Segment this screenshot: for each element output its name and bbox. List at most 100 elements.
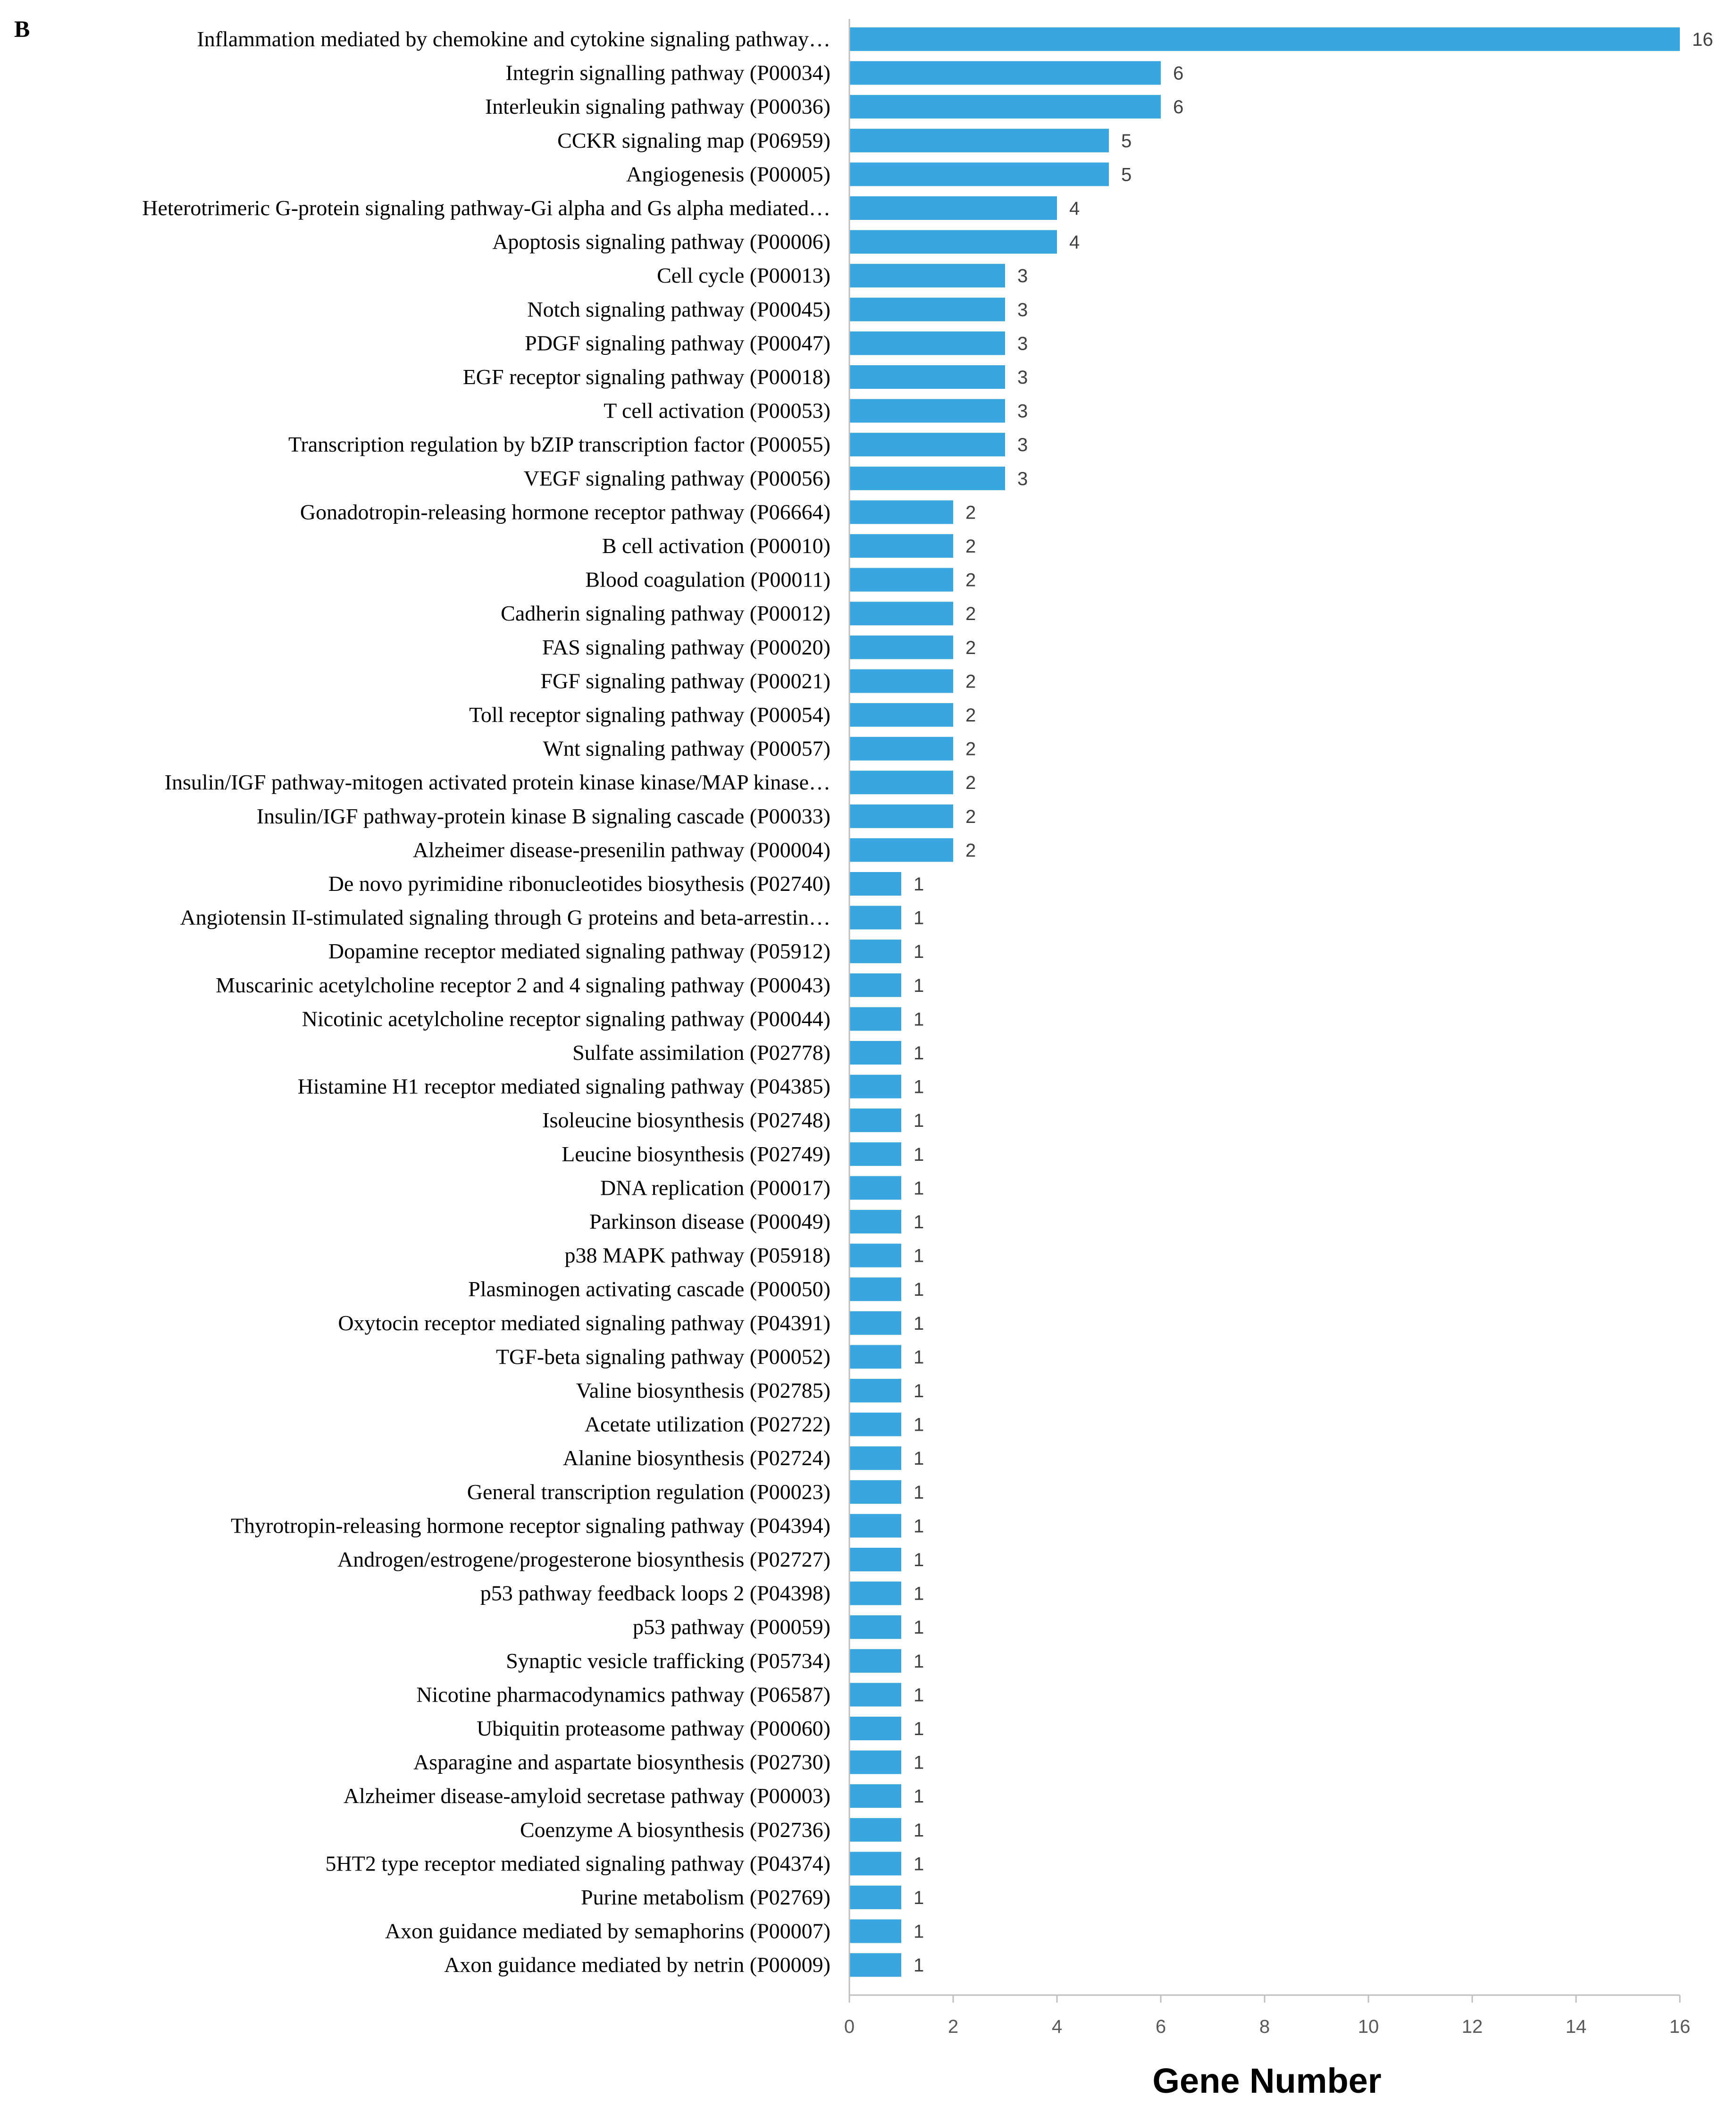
category-label: Muscarinic acetylcholine receptor 2 and … bbox=[216, 973, 830, 997]
category-label: Inflammation mediated by chemokine and c… bbox=[197, 27, 830, 51]
category-label: Interleukin signaling pathway (P00036) bbox=[485, 94, 830, 118]
category-label: Notch signaling pathway (P00045) bbox=[527, 297, 830, 321]
bar bbox=[849, 1919, 901, 1943]
category-label: 5HT2 type receptor mediated signaling pa… bbox=[326, 1851, 831, 1875]
value-label: 2 bbox=[965, 638, 976, 658]
value-label: 3 bbox=[1017, 469, 1028, 489]
category-label: DNA replication (P00017) bbox=[600, 1175, 830, 1200]
value-label: 1 bbox=[914, 1719, 924, 1739]
value-label: 3 bbox=[1017, 333, 1028, 354]
value-label: 1 bbox=[914, 1753, 924, 1773]
bar bbox=[849, 1108, 901, 1132]
bar bbox=[849, 1412, 901, 1436]
axes-group: 0 2 4 6 8 10 12 14 16 bbox=[844, 19, 1690, 2037]
value-label: 1 bbox=[914, 1786, 924, 1807]
bar bbox=[849, 568, 953, 592]
bar bbox=[849, 703, 953, 727]
category-label: Asparagine and aspartate biosynthesis (P… bbox=[413, 1750, 830, 1774]
category-label: Parkinson disease (P00049) bbox=[589, 1209, 830, 1233]
value-label: 5 bbox=[1121, 131, 1132, 151]
value-label: 2 bbox=[965, 536, 976, 557]
value-label: 1 bbox=[914, 1820, 924, 1841]
category-label: Blood coagulation (P00011) bbox=[585, 568, 830, 592]
category-label: Alzheimer disease-amyloid secretase path… bbox=[344, 1784, 830, 1808]
value-label: 2 bbox=[965, 840, 976, 861]
bar bbox=[849, 1514, 901, 1538]
bar bbox=[849, 1480, 901, 1504]
bar bbox=[849, 95, 1161, 119]
category-label: General transcription regulation (P00023… bbox=[467, 1480, 830, 1504]
category-label: Alanine biosynthesis (P02724) bbox=[563, 1446, 830, 1470]
bar bbox=[849, 1615, 901, 1639]
panel-label: B bbox=[14, 16, 30, 42]
value-label: 1 bbox=[914, 1009, 924, 1030]
value-label: 1 bbox=[914, 874, 924, 895]
category-label: Cell cycle (P00013) bbox=[657, 263, 830, 287]
category-label: Nicotine pharmacodynamics pathway (P0658… bbox=[416, 1682, 830, 1706]
category-label: Nicotinic acetylcholine receptor signali… bbox=[302, 1007, 830, 1031]
bar bbox=[849, 1345, 901, 1369]
value-label: 4 bbox=[1069, 198, 1080, 219]
category-label: Gonadotropin-releasing hormone receptor … bbox=[300, 500, 830, 524]
category-label: PDGF signaling pathway (P00047) bbox=[525, 331, 830, 355]
value-label: 3 bbox=[1017, 300, 1028, 320]
x-tick-label: 2 bbox=[948, 2016, 958, 2037]
value-label: 1 bbox=[914, 1110, 924, 1131]
category-label: Angiogenesis (P00005) bbox=[626, 162, 830, 186]
category-label: Coenzyme A biosynthesis (P02736) bbox=[520, 1818, 830, 1842]
value-label: 1 bbox=[914, 1144, 924, 1165]
x-tick-label: 6 bbox=[1156, 2016, 1166, 2037]
bar bbox=[849, 1142, 901, 1166]
bar bbox=[849, 1210, 901, 1233]
value-label: 1 bbox=[914, 1516, 924, 1536]
category-label: Heterotrimeric G-protein signaling pathw… bbox=[142, 196, 830, 220]
category-label: EGF receptor signaling pathway (P00018) bbox=[463, 365, 830, 389]
bar bbox=[849, 297, 1005, 321]
value-label: 2 bbox=[965, 806, 976, 827]
value-label: 2 bbox=[965, 604, 976, 624]
bar bbox=[849, 433, 1005, 457]
bar bbox=[849, 196, 1057, 220]
category-label: TGF-beta signaling pathway (P00052) bbox=[496, 1344, 830, 1368]
category-label: Plasminogen activating cascade (P00050) bbox=[468, 1277, 830, 1301]
category-label: Apoptosis signaling pathway (P00006) bbox=[492, 230, 830, 254]
value-label: 1 bbox=[914, 1448, 924, 1469]
category-label: Insulin/IGF pathway-mitogen activated pr… bbox=[165, 770, 830, 794]
bar bbox=[849, 399, 1005, 423]
category-label: Ubiquitin proteasome pathway (P00060) bbox=[477, 1716, 830, 1740]
bar bbox=[849, 1176, 901, 1200]
bar bbox=[849, 1311, 901, 1335]
x-tick-label: 14 bbox=[1566, 2016, 1587, 2037]
bar bbox=[849, 1243, 901, 1267]
value-label: 2 bbox=[965, 671, 976, 692]
value-label: 1 bbox=[914, 908, 924, 929]
x-tick-label: 8 bbox=[1259, 2016, 1270, 2037]
bar bbox=[849, 365, 1005, 389]
value-label: 1 bbox=[914, 1854, 924, 1874]
category-label: Transcription regulation by bZIP transcr… bbox=[288, 432, 830, 456]
value-label: 2 bbox=[965, 772, 976, 793]
category-label: Isoleucine biosynthesis (P02748) bbox=[542, 1108, 830, 1132]
value-label: 3 bbox=[1017, 401, 1028, 422]
value-label: 1 bbox=[914, 1279, 924, 1300]
category-label: Toll receptor signaling pathway (P00054) bbox=[469, 703, 830, 727]
value-label: 2 bbox=[965, 570, 976, 591]
value-label: 1 bbox=[914, 1077, 924, 1098]
value-label: 1 bbox=[914, 1482, 924, 1503]
bar bbox=[849, 1379, 901, 1402]
value-label: 1 bbox=[914, 1921, 924, 1942]
value-label: 1 bbox=[914, 1178, 924, 1199]
value-label: 1 bbox=[914, 1888, 924, 1908]
value-label: 1 bbox=[914, 1246, 924, 1267]
category-label: Cadherin signaling pathway (P00012) bbox=[501, 601, 830, 625]
value-label: 1 bbox=[914, 1651, 924, 1672]
value-label: 1 bbox=[914, 975, 924, 996]
bar bbox=[849, 602, 953, 626]
bar bbox=[849, 906, 901, 930]
category-label: FAS signaling pathway (P00020) bbox=[542, 635, 830, 659]
category-label: De novo pyrimidine ribonucleotides biosy… bbox=[328, 872, 830, 896]
bar bbox=[849, 1717, 901, 1740]
value-label: 1 bbox=[914, 1212, 924, 1233]
value-label: 1 bbox=[914, 941, 924, 962]
